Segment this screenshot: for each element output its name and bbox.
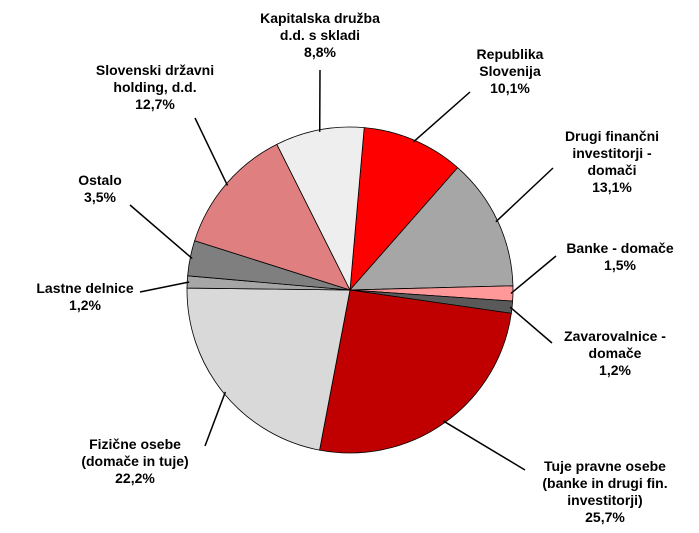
value-label: 10,1%: [490, 80, 530, 96]
leader-line: [412, 91, 471, 143]
value-label: 1,5%: [604, 257, 636, 273]
slice-label: Zavarovalnice - domače 1,2%: [530, 328, 699, 379]
value-label: 3,5%: [84, 189, 116, 205]
pie-slice: [194, 143, 351, 291]
slice-label: Lastne delnice 1,2%: [0, 280, 170, 314]
slice-label: Kapitalska družba d.d. s skladi 8,8%: [235, 10, 405, 61]
leader-line: [495, 167, 554, 223]
category-label: Zavarovalnice - domače: [564, 328, 666, 361]
leader-line: [129, 204, 193, 260]
category-label: Drugi finančni investitorji - domači: [564, 128, 660, 178]
slice-label: Republika Slovenija 10,1%: [425, 46, 595, 97]
pie-slice: [186, 287, 351, 451]
category-label: Republika Slovenija: [476, 46, 544, 79]
slice-label: Tuje pravne osebe (banke in drugi fin. i…: [520, 458, 690, 526]
pie-slice: [319, 289, 512, 454]
value-label: 13,1%: [592, 179, 632, 195]
pie-slice: [349, 127, 459, 292]
slice-label: Fizične osebe (domače in tuje) 22,2%: [50, 436, 220, 487]
value-label: 1,2%: [599, 362, 631, 378]
leader-line: [204, 391, 227, 447]
leader-line: [510, 255, 557, 295]
category-label: Lastne delnice: [36, 280, 134, 296]
leader-line: [194, 117, 229, 186]
value-label: 8,8%: [304, 44, 336, 60]
category-label: Fizične osebe (domače in tuje): [81, 436, 189, 469]
value-label: 1,2%: [69, 297, 101, 313]
value-label: 22,2%: [115, 470, 155, 486]
slice-label: Slovenski državni holding, d.d. 12,7%: [70, 62, 240, 113]
value-label: 25,7%: [585, 509, 625, 525]
category-label: Banke - domače: [566, 240, 674, 256]
category-label: Kapitalska družba d.d. s skladi: [260, 10, 380, 43]
category-label: Slovenski državni holding, d.d.: [95, 62, 215, 95]
slice-label: Ostalo 3,5%: [15, 172, 185, 206]
slice-label: Banke - domače 1,5%: [535, 240, 699, 274]
leader-line: [443, 420, 526, 471]
value-label: 12,7%: [135, 96, 175, 112]
leader-line: [509, 306, 553, 344]
leader-line: [139, 281, 190, 293]
slice-label: Drugi finančni investitorji - domači 13,1…: [527, 128, 697, 196]
category-label: Ostalo: [78, 172, 122, 188]
category-label: Tuje pravne osebe (banke in drugi fin. i…: [542, 458, 668, 508]
